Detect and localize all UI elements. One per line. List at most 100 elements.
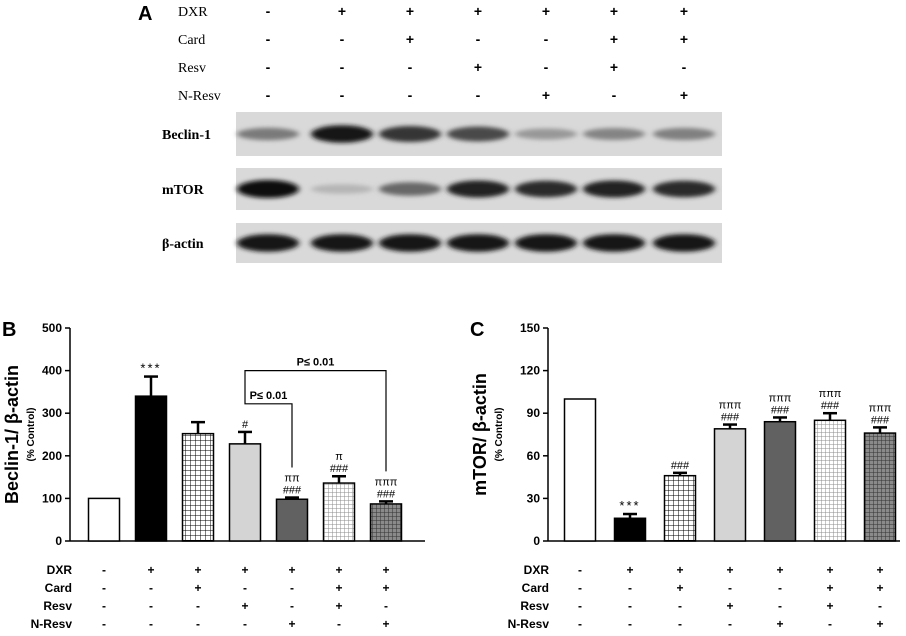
significance-annotation: ### xyxy=(771,404,790,416)
condition-sign: - xyxy=(102,599,106,613)
blot-band xyxy=(379,126,441,142)
bar xyxy=(369,503,403,542)
significance-annotation: ### xyxy=(721,412,740,424)
blot-band xyxy=(379,234,441,252)
condition-sign: - xyxy=(628,599,632,613)
y-tick-label: 100 xyxy=(42,491,62,505)
condition-sign: - xyxy=(628,581,632,595)
blot-band xyxy=(379,182,441,196)
blot-condition-sign: - xyxy=(476,31,481,47)
blot-condition-sign: + xyxy=(610,3,618,19)
y-tick-label: 0 xyxy=(55,534,62,548)
blot-condition-sign: + xyxy=(610,31,618,47)
bar xyxy=(322,482,356,542)
panel-a-label: A xyxy=(138,3,152,25)
chart-beclin1: B Beclin-1/ β-actin (% Control) 0 100 200 300 4… xyxy=(2,319,425,631)
condition-sign: - xyxy=(578,563,582,577)
blot-condition-sign: - xyxy=(266,59,271,75)
condition-sign: + xyxy=(241,563,248,577)
condition-sign: - xyxy=(778,599,782,613)
condition-sign: - xyxy=(149,617,153,631)
condition-sign: - xyxy=(102,563,106,577)
condition-sign: + xyxy=(826,563,833,577)
blot-condition-sign: + xyxy=(542,3,550,19)
blot-band xyxy=(653,180,715,198)
condition-sign: - xyxy=(102,581,106,595)
significance-annotation: ### xyxy=(671,460,690,472)
blot-condition-sign: + xyxy=(406,31,414,47)
condition-sign: + xyxy=(382,617,389,631)
panel-label: C xyxy=(470,319,484,341)
blot-condition-sign: - xyxy=(408,59,413,75)
condition-sign: + xyxy=(147,563,154,577)
blot-condition-sign: - xyxy=(544,31,549,47)
blot-band xyxy=(237,180,299,198)
significance-bracket xyxy=(244,370,387,472)
condition-sign: - xyxy=(578,617,582,631)
condition-sign: + xyxy=(876,617,883,631)
condition-sign: + xyxy=(876,563,883,577)
blot-band xyxy=(311,125,373,143)
condition-sign: + xyxy=(726,599,733,613)
y-tick-label: 120 xyxy=(520,364,540,378)
condition-sign: - xyxy=(149,581,153,595)
blot-band xyxy=(515,234,577,252)
blot-condition-sign: + xyxy=(610,59,618,75)
y-axis-label: mTOR/ β-actin xyxy=(470,373,490,496)
bar xyxy=(863,432,897,542)
condition-sign: + xyxy=(626,563,633,577)
condition-sign: + xyxy=(382,581,389,595)
blot-condition-sign: - xyxy=(340,31,345,47)
significance-annotation: *** xyxy=(140,361,161,376)
blot-condition-sign: + xyxy=(474,3,482,19)
bracket-label: P≤ 0.01 xyxy=(297,357,335,369)
blot-band xyxy=(583,128,645,140)
y-axis-sublabel: (% Control) xyxy=(494,408,505,462)
condition-sign: + xyxy=(335,563,342,577)
condition-label: Resv xyxy=(43,599,72,613)
blot-row-label: mTOR xyxy=(162,183,205,198)
blot-band xyxy=(515,180,577,198)
y-tick-label: 90 xyxy=(527,406,541,420)
blot-row-label: β-actin xyxy=(162,237,204,252)
significance-annotation: π xyxy=(335,451,343,463)
blot-band xyxy=(583,234,645,252)
significance-annotation: ### xyxy=(377,488,396,500)
significance-annotation: # xyxy=(242,419,249,431)
significance-annotation: πππ xyxy=(769,392,792,404)
significance-annotation: ### xyxy=(330,463,349,475)
blot-condition-sign: + xyxy=(338,3,346,19)
y-axis-label: Beclin-1/ β-actin xyxy=(2,365,22,504)
bar xyxy=(763,420,797,542)
condition-sign: - xyxy=(828,617,832,631)
y-axis-sublabel: (% Control) xyxy=(26,408,37,462)
blot-condition-sign: - xyxy=(266,87,271,103)
condition-sign: + xyxy=(776,563,783,577)
bar xyxy=(813,419,847,542)
blot-band xyxy=(311,234,373,252)
condition-sign: + xyxy=(826,599,833,613)
blot-band xyxy=(237,234,299,252)
blot-condition-label: DXR xyxy=(178,5,208,20)
condition-sign: - xyxy=(384,599,388,613)
condition-sign: - xyxy=(678,599,682,613)
condition-sign: - xyxy=(243,617,247,631)
blot-row-label: Beclin-1 xyxy=(162,128,211,143)
condition-sign: - xyxy=(337,617,341,631)
blot-band xyxy=(515,128,577,140)
condition-sign: - xyxy=(578,599,582,613)
condition-sign: + xyxy=(288,617,295,631)
condition-label: Resv xyxy=(520,599,549,613)
blot-condition-sign: + xyxy=(474,59,482,75)
significance-annotation: ### xyxy=(283,485,302,497)
bar xyxy=(663,474,697,542)
condition-sign: - xyxy=(728,617,732,631)
condition-label: N-Resv xyxy=(508,617,550,631)
blot-band xyxy=(311,184,373,194)
blot-condition-sign: - xyxy=(408,87,413,103)
blot-condition-sign: - xyxy=(340,87,345,103)
blot-condition-label: Card xyxy=(178,33,205,48)
condition-label: Card xyxy=(522,581,549,595)
y-tick-label: 300 xyxy=(42,406,62,420)
y-tick-label: 500 xyxy=(42,321,62,335)
